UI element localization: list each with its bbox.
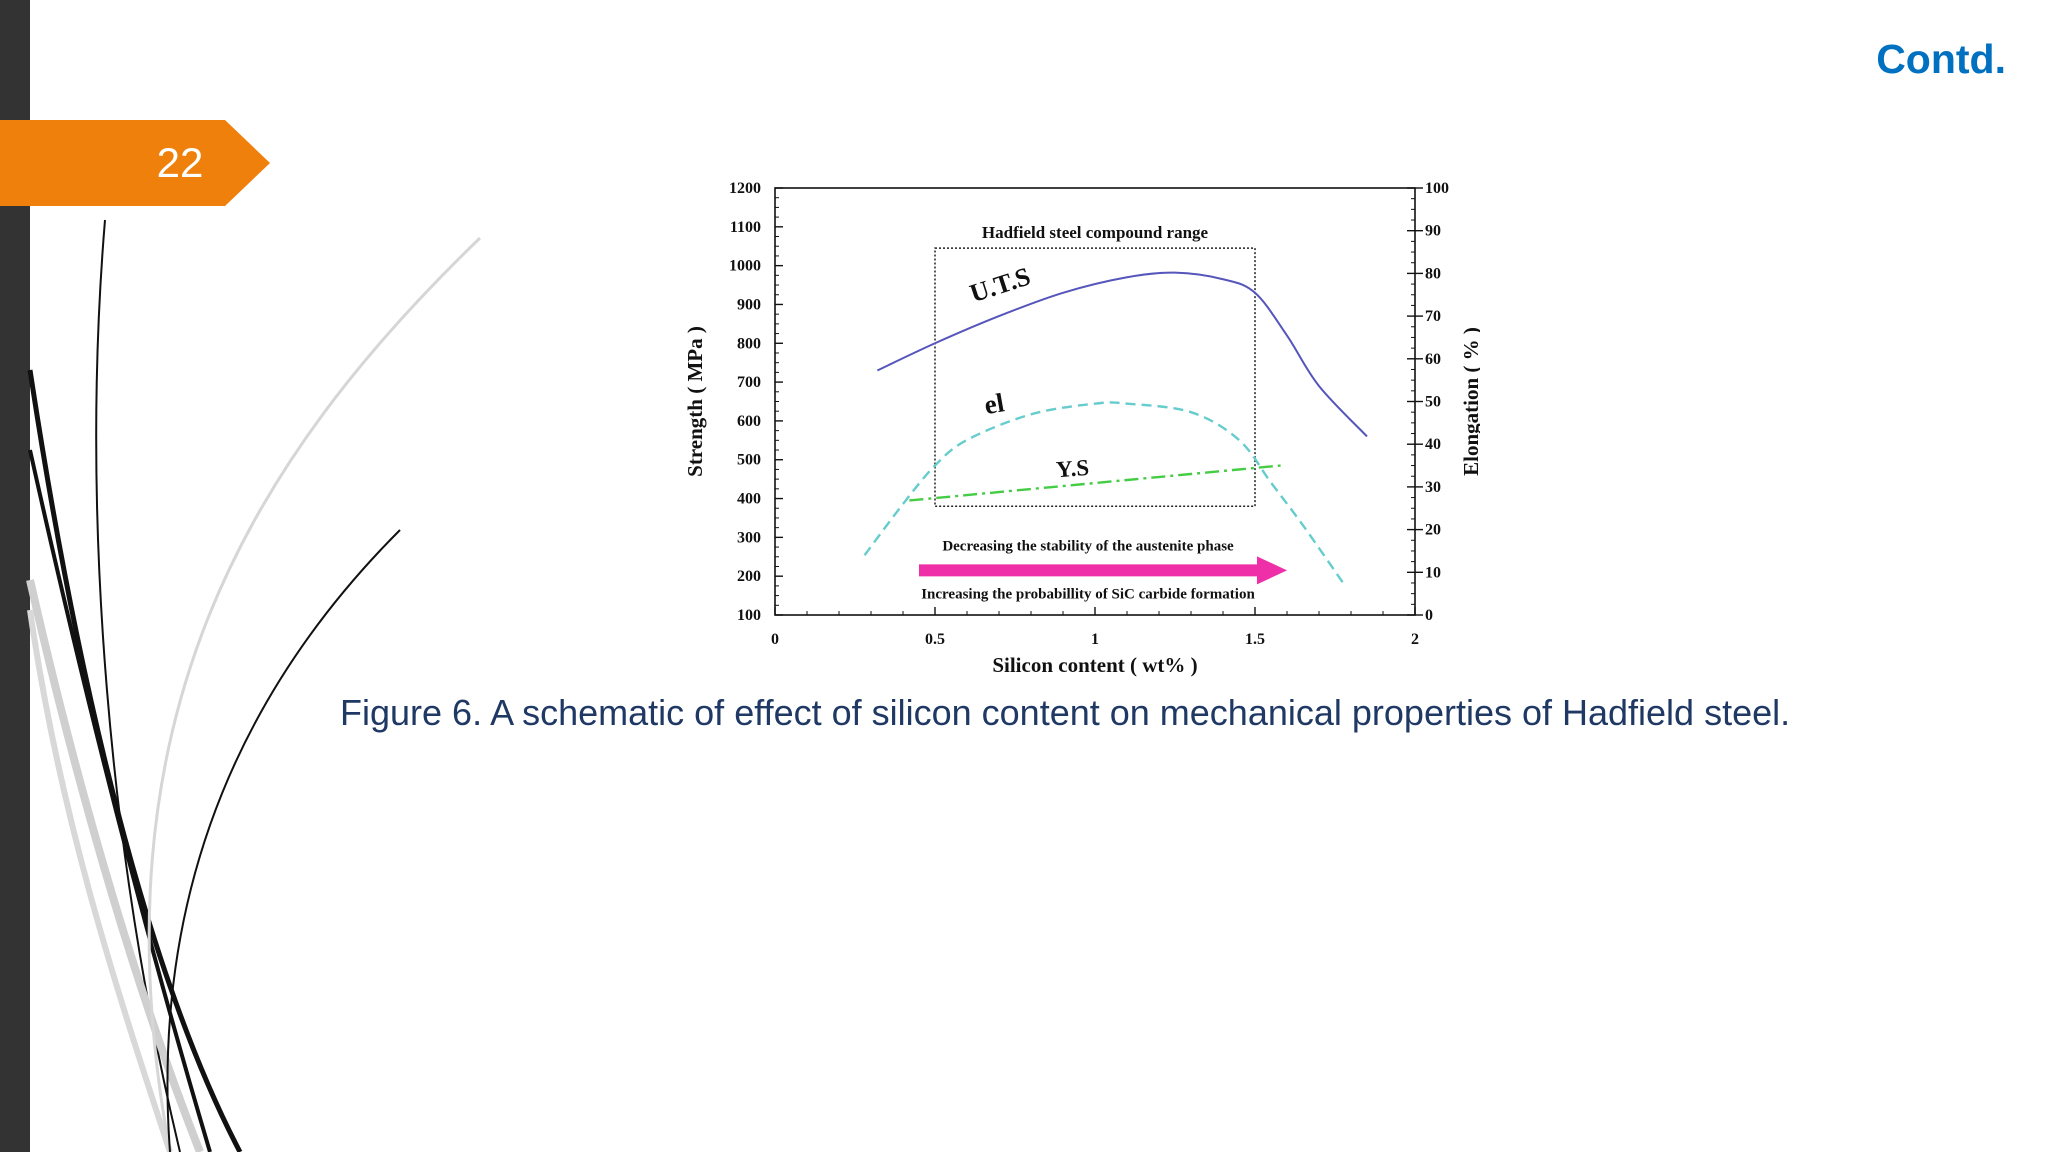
- arrow-bottom-text: Increasing the probabillity of SiC carbi…: [921, 586, 1255, 602]
- y-tick-label: 1000: [729, 258, 761, 275]
- y-right-axis-title: Elongation ( % ): [1459, 327, 1480, 476]
- y-tick-label: 200: [737, 568, 761, 585]
- y-tick-label: 100: [737, 607, 761, 624]
- y-right-tick-label: 100: [1425, 180, 1449, 197]
- y-right-tick-label: 50: [1425, 394, 1441, 411]
- y-right-tick-label: 70: [1425, 308, 1441, 325]
- y-right-tick-label: 40: [1425, 436, 1441, 453]
- series-line-ys: [909, 464, 1281, 502]
- compound-range-label: Hadfield steel compound range: [982, 223, 1209, 242]
- axis-ticks: 1002003004005006007008009001000110012000…: [729, 180, 1449, 648]
- y-axis-title: Strength ( MPa ): [683, 326, 707, 477]
- slide-number-tab: 22: [0, 120, 270, 206]
- y-tick-label: 700: [737, 374, 761, 391]
- y-right-tick-label: 20: [1425, 522, 1441, 539]
- x-tick-label: 1: [1091, 631, 1099, 648]
- x-axis-title: Silicon content ( wt% ): [992, 653, 1197, 677]
- compound-range-box: [934, 247, 1256, 508]
- y-tick-label: 1200: [729, 180, 761, 197]
- x-tick-label: 1.5: [1245, 631, 1265, 648]
- y-tick-label: 600: [737, 413, 761, 430]
- series-label-el: el: [982, 387, 1007, 420]
- slide-number-tab-shape: [0, 120, 270, 206]
- series-line-uts: [876, 271, 1368, 438]
- y-right-tick-label: 60: [1425, 351, 1441, 368]
- arrow-shaft: [919, 564, 1259, 577]
- chart: 1002003004005006007008009001000110012000…: [683, 180, 1480, 677]
- x-tick-label: 0.5: [925, 631, 945, 648]
- slide-header: Contd.: [1876, 36, 2006, 82]
- compound-range-rect: [934, 247, 1256, 508]
- y-tick-label: 400: [737, 491, 761, 508]
- y-tick-label: 500: [737, 452, 761, 469]
- slide-number: 22: [156, 139, 204, 186]
- series-lines: [863, 271, 1368, 586]
- tab-shape: [0, 120, 270, 206]
- y-right-tick-label: 0: [1425, 607, 1433, 624]
- y-right-tick-label: 30: [1425, 479, 1441, 496]
- x-tick-label: 0: [771, 631, 779, 648]
- trend-arrow: [919, 556, 1287, 585]
- series-label-ys: Y.S: [1055, 455, 1090, 482]
- y-tick-label: 1100: [730, 219, 761, 236]
- y-tick-label: 800: [737, 335, 761, 352]
- arrow-top-text: Decreasing the stability of the austenit…: [942, 538, 1234, 554]
- y-tick-label: 900: [737, 296, 761, 313]
- chart-text: Silicon content ( wt% ) Strength ( MPa ) E…: [683, 223, 1480, 677]
- figure-caption: Figure 6. A schematic of effect of silic…: [340, 692, 1791, 733]
- arrow-head: [1257, 556, 1287, 585]
- series-line-el: [863, 401, 1346, 586]
- x-tick-label: 2: [1411, 631, 1419, 648]
- y-right-tick-label: 80: [1425, 265, 1441, 282]
- decorative-curves: [26, 219, 482, 1152]
- y-right-tick-label: 10: [1425, 564, 1441, 581]
- y-right-tick-label: 90: [1425, 223, 1441, 240]
- y-tick-label: 300: [737, 529, 761, 546]
- series-label-uts: U.T.S: [966, 262, 1034, 309]
